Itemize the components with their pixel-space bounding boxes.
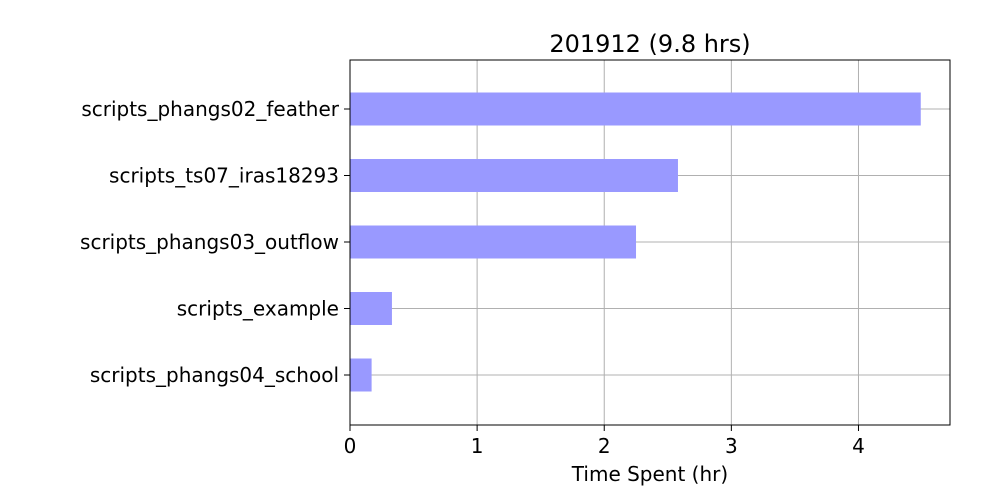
- bars: [350, 92, 921, 392]
- x-axis-ticks: 0 1 2 3 4: [344, 425, 865, 458]
- bar: [350, 292, 392, 325]
- x-tick-label: 4: [852, 434, 865, 458]
- x-tick-label: 1: [471, 434, 484, 458]
- bar: [350, 92, 921, 126]
- x-axis-label: Time Spent (hr): [571, 462, 728, 486]
- y-tick-label: scripts_example: [177, 297, 339, 321]
- y-tick-label: scripts_phangs02_feather: [81, 97, 339, 121]
- y-axis-ticks: scripts_phangs02_feather scripts_ts07_ira…: [80, 97, 350, 387]
- x-tick-label: 2: [598, 434, 611, 458]
- bar: [350, 225, 637, 259]
- y-tick-label: scripts_phangs04_school: [90, 363, 339, 387]
- x-tick-label: 3: [725, 434, 738, 458]
- x-tick-label: 0: [344, 434, 357, 458]
- bar: [350, 358, 372, 392]
- y-tick-label: scripts_ts07_iras18293: [109, 164, 339, 188]
- y-tick-label: scripts_phangs03_outflow: [80, 230, 339, 254]
- bar: [350, 159, 678, 192]
- chart-title: 201912 (9.8 hrs): [549, 30, 750, 58]
